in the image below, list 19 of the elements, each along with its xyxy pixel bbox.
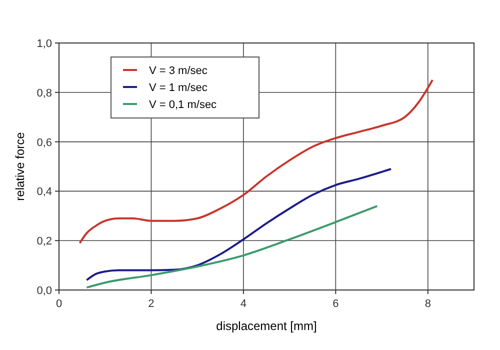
x-tick-label: 6 [332, 298, 339, 310]
y-tick-label: 0,2 [36, 236, 52, 248]
line-series [86, 205, 378, 289]
y-tick-label: 1,0 [36, 38, 52, 50]
line-series [78, 79, 434, 244]
x-tick-label: 0 [56, 298, 62, 310]
legend-label: V = 1 m/sec [149, 82, 208, 94]
y-axis-title: relative force [13, 132, 27, 201]
y-tick-label: 0,4 [36, 186, 52, 198]
legend-label: V = 0,1 m/sec [149, 99, 218, 111]
line-series [86, 168, 392, 282]
legend-label: V = 3 m/sec [149, 65, 208, 77]
x-axis-title: displacement [mm] [216, 319, 317, 333]
x-tick-label: 4 [240, 298, 247, 310]
y-tick-label: 0,6 [36, 136, 52, 149]
x-tick-label: 2 [148, 298, 154, 310]
y-tick-label: 0,0 [36, 285, 52, 297]
x-tick-label: 8 [424, 298, 431, 310]
y-tick-label: 0,8 [36, 87, 52, 100]
